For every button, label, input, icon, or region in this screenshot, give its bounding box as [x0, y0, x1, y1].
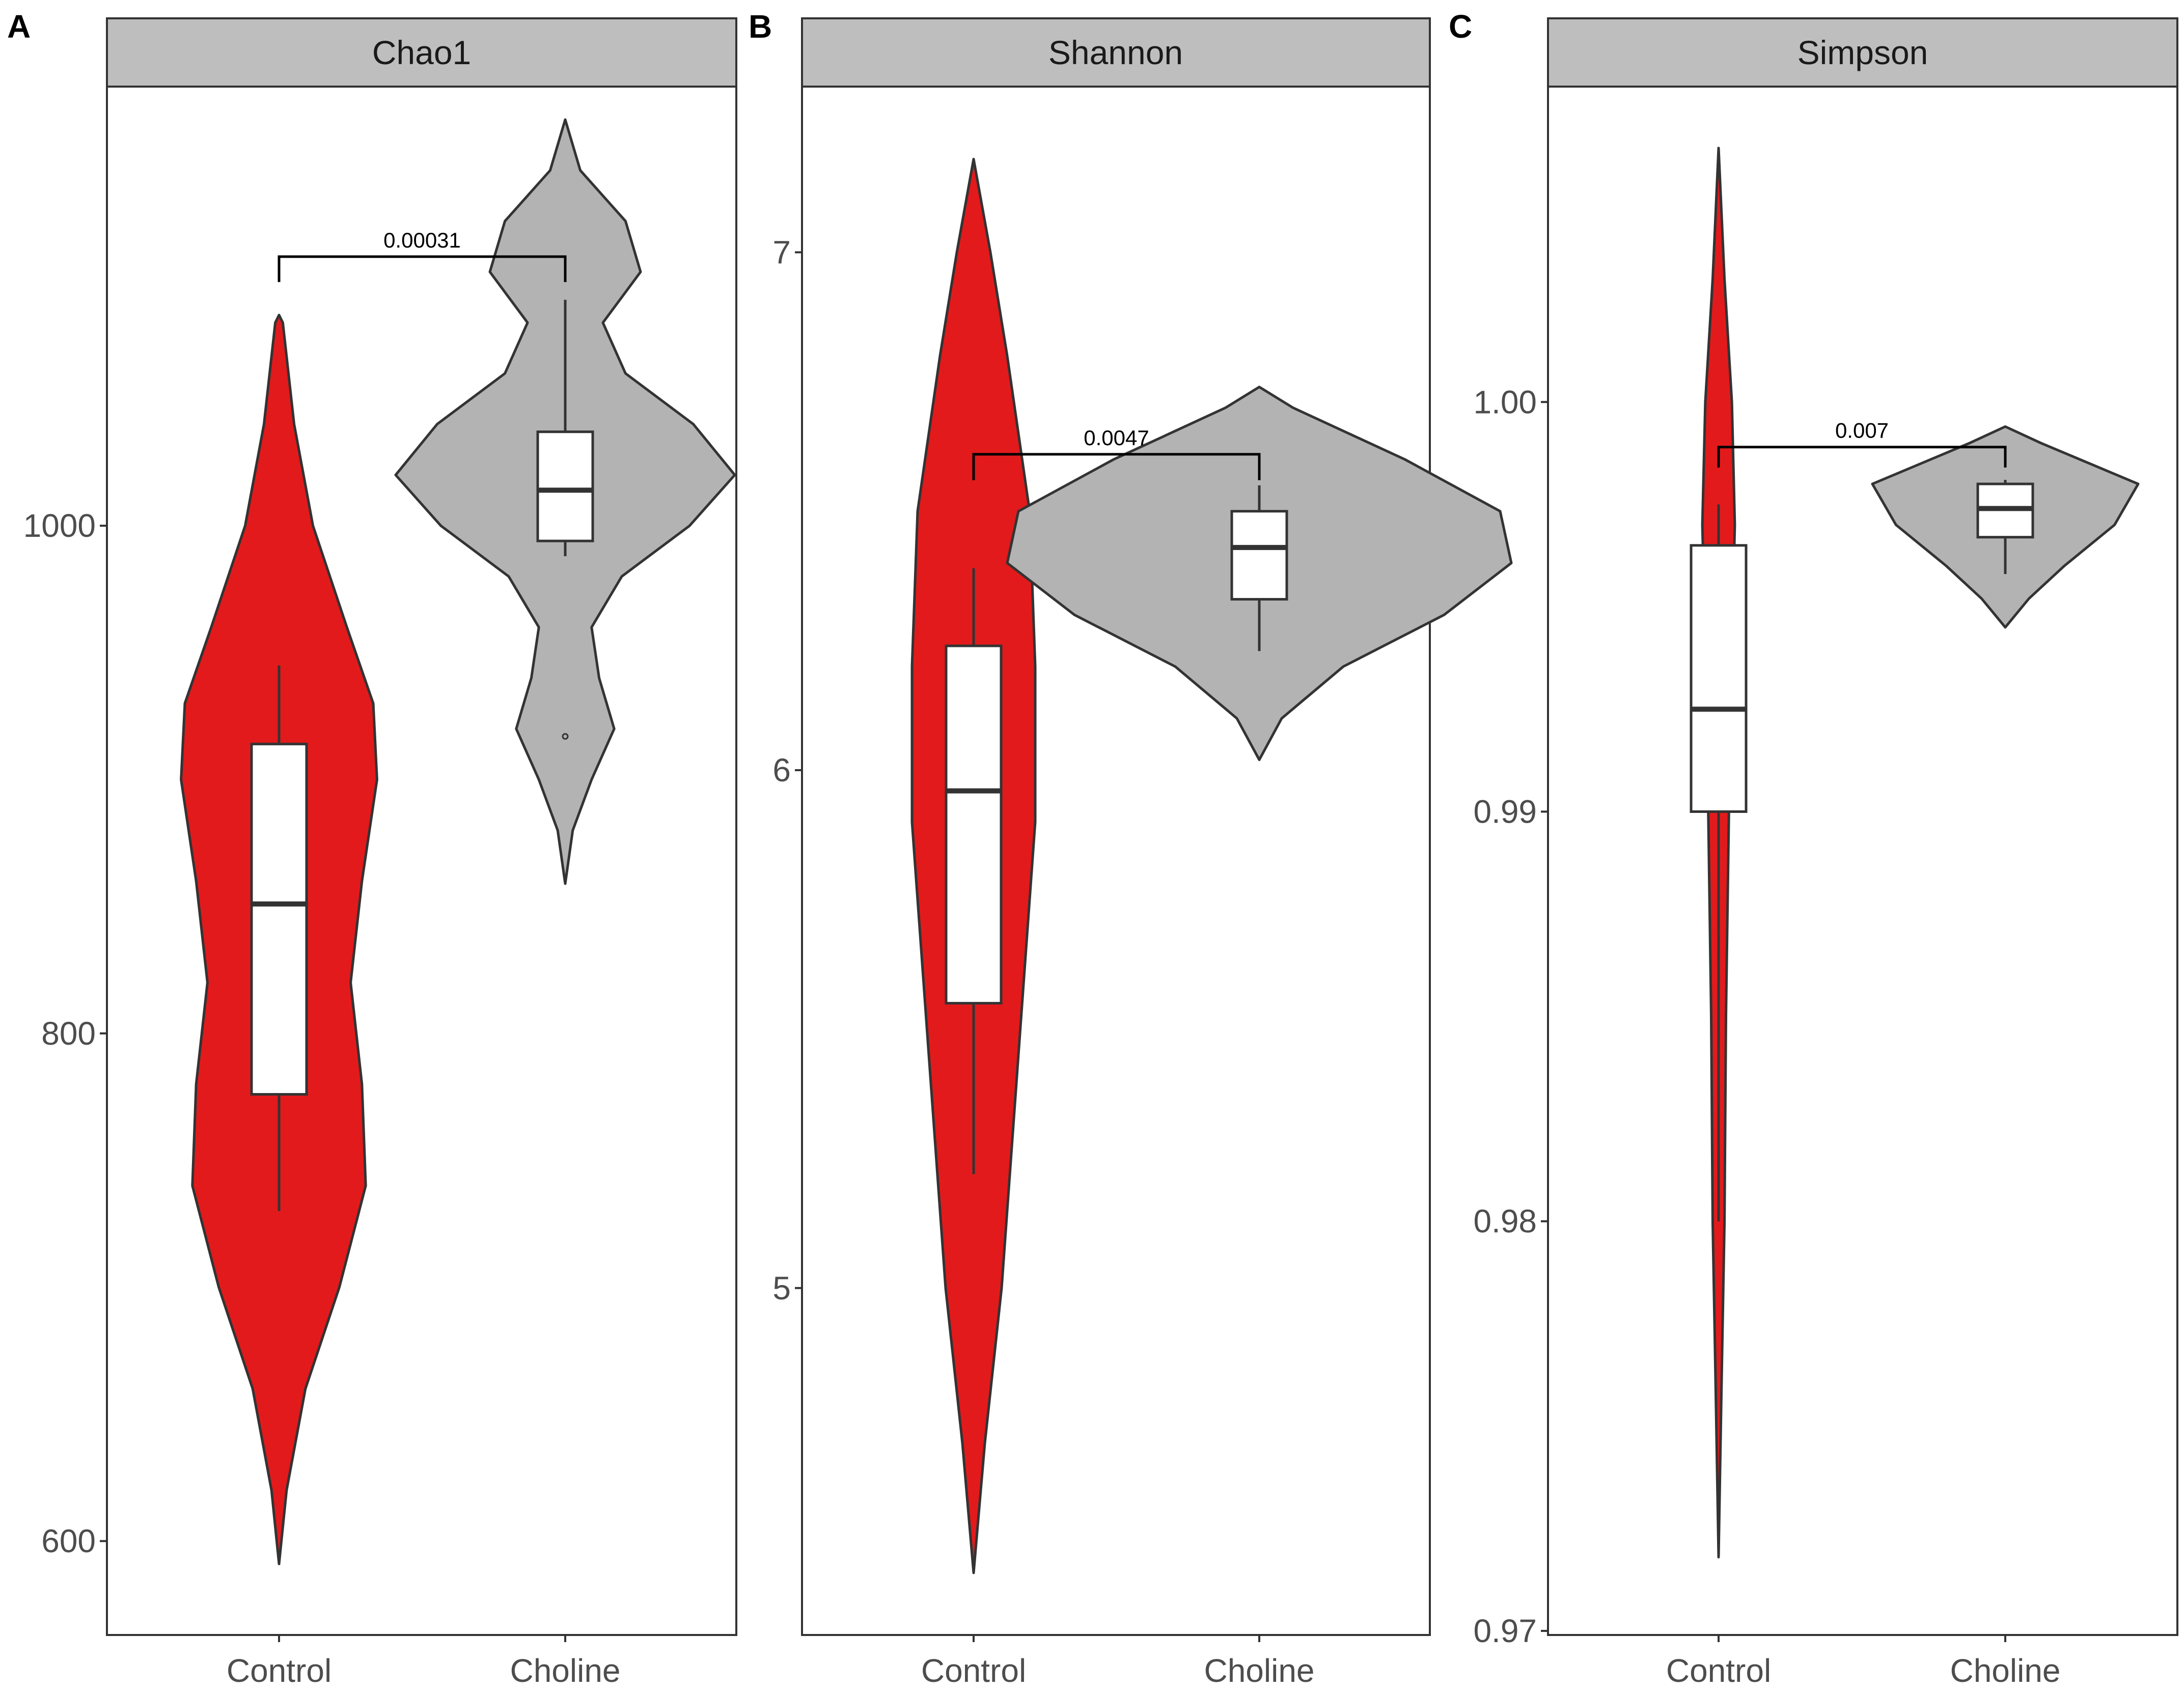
x-tick-label-choline: Choline	[1950, 1652, 2060, 1689]
plot-frame-shannon	[801, 86, 1431, 1636]
x-tick-label-control: Control	[227, 1652, 331, 1689]
panel-label-a: A	[7, 8, 31, 45]
x-tick-label-choline: Choline	[510, 1652, 620, 1689]
outlier-point	[562, 733, 569, 740]
y-tick-label: 1000	[23, 507, 96, 544]
marks-chao1: 600 800 1000 0.00031	[23, 118, 736, 1642]
p-value-label: 0.0047	[1084, 426, 1149, 450]
y-tick-label: 0.97	[1473, 1613, 1537, 1649]
box-control	[945, 644, 1003, 1005]
y-tick-label: 0.98	[1473, 1203, 1537, 1240]
y-tick-label: 6	[772, 752, 791, 788]
facet-title-chao1: Chao1	[372, 34, 472, 71]
p-value-label: 0.00031	[383, 228, 461, 252]
marks-simpson: 0.97 0.98 0.99 1.00 0.007	[1473, 147, 2140, 1649]
y-tick-label: 1.00	[1473, 384, 1537, 420]
significance-bracket	[278, 255, 567, 282]
facet-strip-chao1	[106, 17, 737, 88]
x-tick-label-control: Control	[921, 1652, 1026, 1689]
panel-chao1: A Chao1 600 800 1000 0.00031 Control Cholin…	[7, 8, 737, 1689]
plot-frame-simpson	[1547, 86, 2178, 1636]
panel-shannon: B Shannon 5 6 7 0.0047 Control Choline	[749, 8, 1513, 1689]
facet-strip-shannon	[801, 17, 1431, 88]
panel-label-c: C	[1449, 8, 1472, 45]
facet-title-shannon: Shannon	[1048, 34, 1183, 71]
facet-title-simpson: Simpson	[1798, 34, 1928, 71]
y-tick-label: 5	[772, 1270, 791, 1306]
p-value-label: 0.007	[1835, 419, 1889, 443]
significance-bracket	[1717, 446, 2007, 468]
box-choline	[1230, 510, 1288, 601]
facet-strip-simpson	[1547, 17, 2178, 88]
y-tick-label: 600	[41, 1523, 96, 1560]
x-tick-label-choline: Choline	[1204, 1652, 1314, 1689]
box-control	[250, 743, 308, 1096]
y-tick-label: 0.99	[1473, 793, 1537, 830]
panel-simpson: C Simpson 0.970.980.991.000.007 Control …	[1449, 8, 2178, 1689]
marks-shannon: 5 6 7 0.0047	[772, 157, 1513, 1642]
y-tick-label: 800	[41, 1015, 96, 1052]
panel-label-b: B	[749, 8, 772, 45]
y-tick-label: 7	[772, 234, 791, 270]
box-choline	[536, 430, 594, 542]
significance-bracket	[972, 453, 1261, 480]
x-tick-label-control: Control	[1666, 1652, 1771, 1689]
box-control	[1690, 544, 1748, 813]
